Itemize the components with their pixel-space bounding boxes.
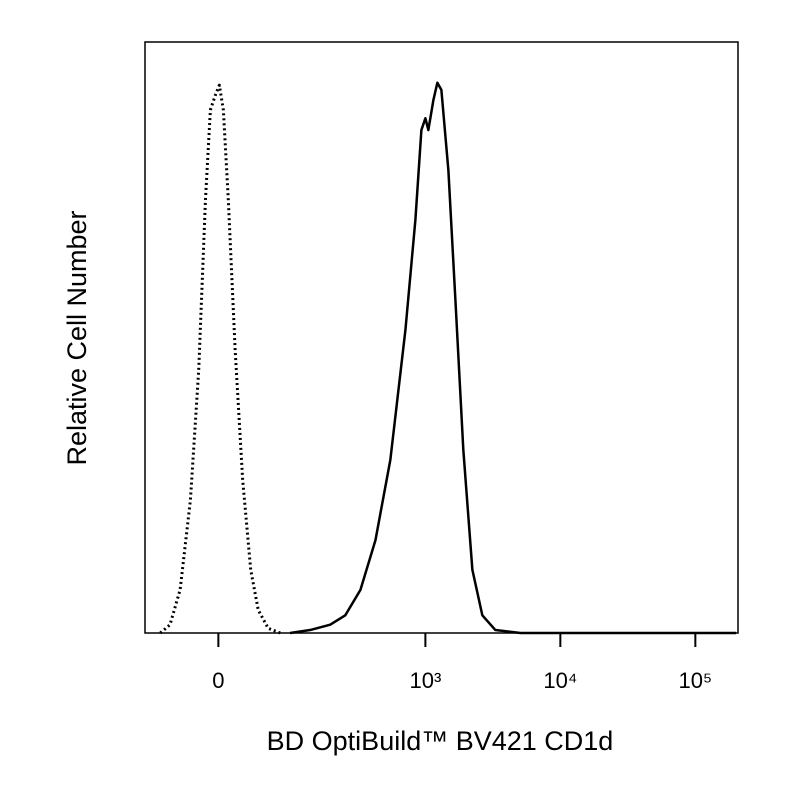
y-axis-label: Relative Cell Number	[62, 210, 92, 465]
x-tick-label: 10³	[409, 668, 441, 693]
x-tick-label: 10⁴	[543, 668, 577, 693]
x-tick-label: 10⁵	[679, 668, 713, 693]
histogram-line	[159, 83, 281, 635]
plot-frame	[144, 41, 739, 634]
x-axis-label: BD OptiBuild™ BV421 CD1d	[267, 726, 614, 756]
x-tick-label: 0	[212, 668, 224, 693]
histogram-line	[289, 81, 736, 635]
